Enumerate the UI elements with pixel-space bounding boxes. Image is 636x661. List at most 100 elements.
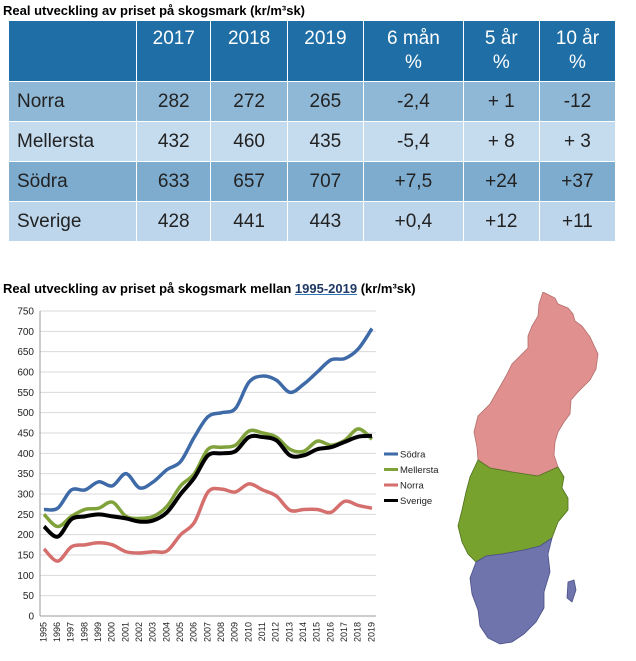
y-tick-label: 300: [17, 490, 34, 501]
series-line-mellersta: [42, 427, 374, 529]
legend-label: Sverige: [400, 496, 432, 507]
x-tick-label: 2014: [298, 622, 308, 642]
table-cell: -2,4: [363, 81, 464, 122]
x-tick-label: 1998: [79, 622, 89, 642]
chart-title: Real utveckling av priset på skogsmark m…: [3, 281, 416, 296]
header-cell-0: [7, 20, 138, 82]
x-tick-label: 1996: [52, 622, 62, 642]
price-table: 2017 2018 2019 6 mån% 5 år% 10 år% Norra…: [7, 20, 617, 242]
chart-series: [42, 327, 374, 563]
series-line-sodra: [43, 327, 374, 512]
x-tick-label: 2018: [353, 622, 363, 642]
legend-label: Södra: [400, 450, 426, 461]
y-tick-label: 400: [17, 449, 34, 460]
x-tick-label: 2004: [161, 622, 171, 642]
table-cell: 657: [210, 161, 288, 202]
table-cell: 460: [210, 121, 288, 162]
x-tick-label: 1997: [66, 622, 76, 642]
x-tick-label: 2011: [257, 622, 267, 641]
y-tick-label: 350: [17, 469, 34, 480]
x-tick-label: 2015: [312, 622, 322, 642]
table-cell: +24: [462, 161, 540, 202]
sweden-region-map: [457, 292, 599, 645]
table-cell: -5,4: [363, 121, 464, 162]
x-tick-label: 2007: [202, 622, 212, 642]
table-cell: 443: [286, 201, 365, 242]
table-cell: -12: [538, 81, 617, 122]
table-row: Norra 282 272 265 -2,4 + 1 -12: [7, 81, 617, 122]
map-region-norra: [473, 292, 599, 477]
table-cell: + 3: [538, 121, 617, 162]
map-region-sodra: [469, 537, 553, 645]
table-cell: 633: [136, 161, 212, 202]
x-axis-ticks: 1995 1996 1997 1998 1999 2000 2001 2002 2003 2004…: [38, 622, 376, 642]
y-tick-label: 0: [28, 612, 34, 623]
header-cell-5ar: 5 år%: [462, 20, 540, 82]
row-label: Sverige: [7, 201, 138, 242]
x-tick-label: 1999: [93, 622, 103, 642]
line-chart: 0 50 100 150 200 250 300 350 400 450 500 550 600 650 7…: [17, 307, 439, 643]
table-row: Södra 633 657 707 +7,5 +24 +37: [7, 161, 617, 202]
y-tick-label: 550: [17, 388, 34, 399]
table-cell: 265: [286, 81, 365, 122]
series-line-norra: [42, 482, 373, 563]
y-axis-ticks: 0 50 100 150 200 250 300 350 400 450 500 550 600 650 7…: [17, 307, 34, 623]
table-cell: 272: [210, 81, 288, 122]
table-cell: +37: [538, 161, 617, 202]
row-label: Södra: [7, 161, 138, 202]
x-tick-label: 1995: [38, 622, 48, 642]
table-title: Real utveckling av priset på skogsmark (…: [3, 3, 306, 18]
y-tick-label: 450: [17, 429, 34, 440]
legend-label: Norra: [400, 481, 424, 492]
table-cell: + 8: [462, 121, 540, 162]
map-region-gotland: [566, 579, 577, 603]
y-tick-label: 750: [17, 307, 34, 318]
x-tick-label: 2016: [325, 622, 335, 642]
x-tick-label: 2019: [366, 622, 376, 642]
header-cell-2017: 2017: [136, 20, 212, 82]
x-tick-label: 2009: [230, 622, 240, 642]
y-tick-label: 650: [17, 347, 34, 358]
y-tick-label: 500: [17, 408, 34, 419]
header-cell-6man: 6 mån%: [363, 20, 464, 82]
row-label: Norra: [7, 81, 138, 122]
table-cell: 707: [286, 161, 365, 202]
x-tick-label: 2017: [339, 622, 349, 642]
header-cell-10ar: 10 år%: [538, 20, 617, 82]
y-tick-label: 200: [17, 530, 34, 541]
table-cell: 428: [136, 201, 212, 242]
x-tick-label: 2012: [271, 622, 281, 642]
table-cell: 435: [286, 121, 365, 162]
x-tick-label: 2008: [216, 622, 226, 642]
table-cell: +11: [538, 201, 617, 242]
header-cell-2018: 2018: [210, 20, 288, 82]
x-tick-label: 2003: [148, 622, 158, 642]
x-tick-label: 2000: [107, 622, 117, 642]
table-cell: 282: [136, 81, 212, 122]
x-tick-label: 2001: [120, 622, 130, 642]
map-region-mellersta: [457, 459, 569, 563]
table-header-row: 2017 2018 2019 6 mån% 5 år% 10 år%: [7, 20, 617, 82]
y-tick-label: 600: [17, 368, 34, 379]
y-tick-label: 250: [17, 510, 34, 521]
x-tick-label: 2005: [175, 622, 185, 642]
table-cell: + 1: [462, 81, 540, 122]
row-label: Mellersta: [7, 121, 138, 162]
table-cell: +12: [462, 201, 540, 242]
table-row: Sverige 428 441 443 +0,4 +12 +11: [7, 201, 617, 242]
series-line-sverige: [42, 433, 373, 539]
x-tick-label: 2013: [284, 622, 294, 642]
legend-label: Mellersta: [400, 465, 439, 476]
y-tick-label: 50: [23, 591, 35, 602]
chart-legend: Södra Mellersta Norra Sverige: [384, 450, 439, 507]
table-row: Mellersta 432 460 435 -5,4 + 8 + 3: [7, 121, 617, 162]
header-cell-2019: 2019: [286, 20, 365, 82]
table-cell: 432: [136, 121, 212, 162]
y-tick-label: 150: [17, 551, 34, 562]
chart-grid: [39, 310, 376, 617]
x-tick-label: 2010: [243, 622, 253, 642]
x-tick-label: 2006: [189, 622, 199, 642]
table-cell: +7,5: [363, 161, 464, 202]
y-tick-label: 100: [17, 571, 34, 582]
table-cell: 441: [210, 201, 288, 242]
